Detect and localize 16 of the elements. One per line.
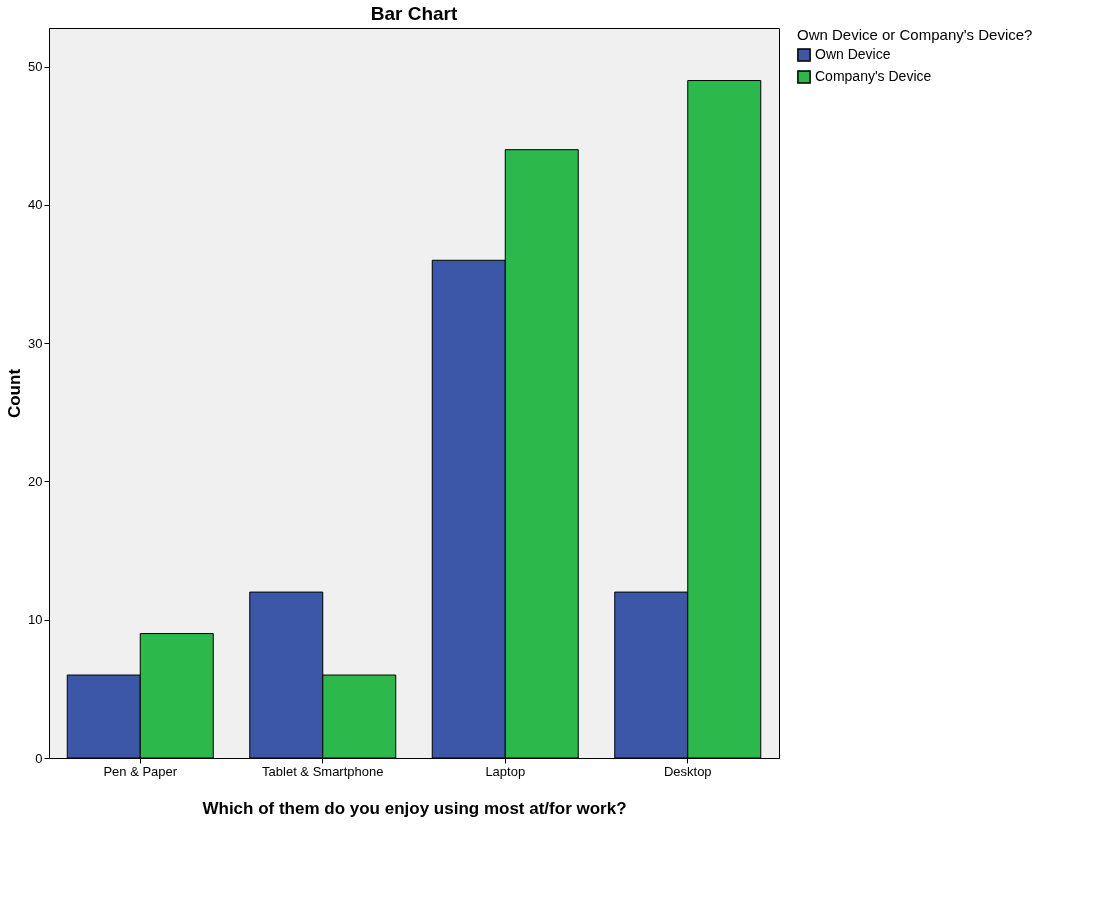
legend-label: Company's Device — [815, 68, 932, 84]
x-tick-label: Laptop — [485, 763, 526, 779]
y-tick-label: 0 — [35, 750, 43, 766]
x-tick-label: Pen & Paper — [103, 763, 178, 779]
chart-title: Bar Chart — [370, 3, 458, 24]
y-axis-title: Count — [5, 368, 25, 419]
y-tick-label: 30 — [28, 335, 43, 351]
y-tick-label: 40 — [28, 197, 43, 213]
y-tick-label: 50 — [28, 59, 43, 75]
legend-label: Own Device — [815, 46, 891, 62]
y-tick-label: 10 — [28, 612, 43, 628]
legend-title: Own Device or Company's Device? — [797, 26, 1033, 43]
x-axis-title: Which of them do you enjoy using most at/for work? — [202, 798, 627, 818]
x-tick-label: Tablet & Smartphone — [262, 763, 384, 779]
x-tick-label: Desktop — [663, 763, 712, 779]
y-tick-label: 20 — [28, 473, 43, 489]
